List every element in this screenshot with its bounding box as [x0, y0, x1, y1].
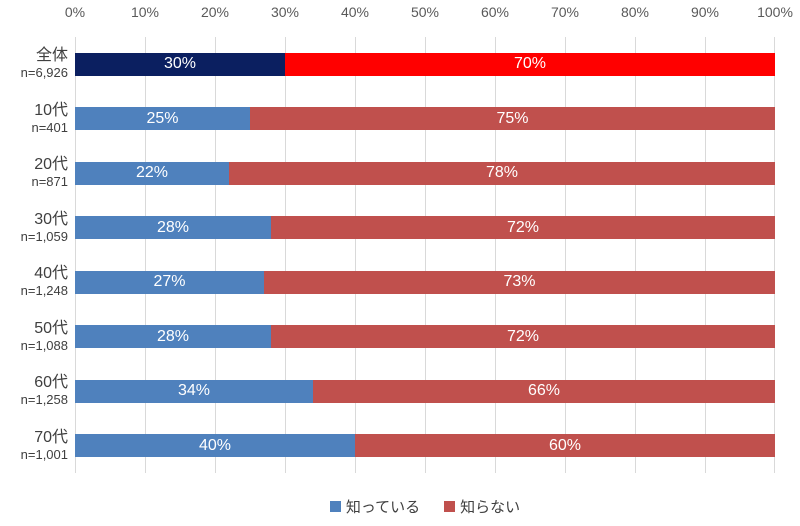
legend-item: 知らない [444, 496, 520, 517]
bar-value-label: 66% [527, 382, 561, 400]
bar-segment-知らない: 78% [229, 161, 775, 185]
category-name: 60代 [34, 374, 68, 392]
bar-segment-知っている: 27% [75, 270, 264, 294]
bar-value-label: 22% [135, 164, 169, 182]
x-tick-label: 0% [64, 4, 86, 20]
bar-segment-知らない: 60% [355, 434, 775, 458]
category-name: 全体 [35, 47, 68, 65]
category-sample-size: n=1,059 [20, 228, 68, 244]
bar-segment-知っている: 30% [75, 52, 285, 76]
category-label-cell: 70代 n=1,001 [0, 429, 75, 463]
bar-value-label: 30% [163, 55, 197, 73]
chart-rows: 全体 n=6,926 30% 70% 10代 n=401 25% 75% 20代 n=871 22%… [0, 37, 800, 473]
bar-value-label: 70% [513, 55, 547, 73]
legend-item: 知っている [329, 496, 421, 517]
legend-label: 知っている [345, 498, 421, 516]
bar-segment-知っている: 25% [75, 107, 250, 131]
bar-track: 40% 60% [75, 434, 775, 458]
bar-segment-知らない: 73% [264, 270, 775, 294]
bar-segment-知っている: 28% [75, 325, 271, 349]
category-sample-size: n=6,926 [20, 65, 68, 81]
chart-row: 20代 n=871 22% 78% [0, 146, 800, 201]
bar-value-label: 72% [506, 327, 540, 345]
category-sample-size: n=1,258 [20, 392, 68, 408]
bar-value-label: 75% [496, 109, 529, 127]
bar-value-label: 28% [156, 327, 190, 345]
x-tick-label: 70% [550, 4, 580, 20]
legend-label: 知らない [460, 498, 521, 516]
bar-value-label: 73% [503, 273, 536, 291]
category-name: 20代 [34, 156, 68, 174]
x-tick-label: 20% [200, 4, 230, 20]
bar-track: 30% 70% [75, 52, 775, 76]
legend-swatch-icon [329, 500, 341, 512]
bar-value-label: 27% [153, 273, 186, 291]
category-name: 70代 [34, 428, 68, 446]
category-sample-size: n=1,248 [20, 283, 68, 299]
bar-value-label: 72% [506, 218, 540, 236]
x-tick-label: 40% [340, 4, 370, 20]
chart-row: 10代 n=401 25% 75% [0, 92, 800, 147]
bar-segment-知っている: 40% [75, 434, 355, 458]
bar-track: 34% 66% [75, 379, 775, 403]
category-name: 50代 [34, 319, 68, 337]
category-label-cell: 30代 n=1,059 [0, 211, 75, 245]
bar-segment-知らない: 72% [271, 325, 775, 349]
chart-row: 70代 n=1,001 40% 60% [0, 419, 800, 474]
chart-row: 全体 n=6,926 30% 70% [0, 37, 800, 92]
x-tick-label: 50% [410, 4, 440, 20]
category-label-cell: 10代 n=401 [0, 102, 75, 136]
x-tick-label: 10% [130, 4, 160, 20]
category-name: 40代 [34, 265, 68, 283]
x-tick-label: 30% [270, 4, 300, 20]
chart-row: 50代 n=1,088 28% 72% [0, 310, 800, 365]
bar-value-label: 25% [146, 109, 179, 127]
category-name: 10代 [34, 101, 68, 119]
bar-segment-知らない: 70% [285, 52, 775, 76]
bar-track: 22% 78% [75, 161, 775, 185]
category-name: 30代 [34, 210, 68, 228]
bar-track: 28% 72% [75, 216, 775, 240]
x-tick-label: 80% [620, 4, 650, 20]
bar-segment-知っている: 34% [75, 379, 313, 403]
bar-segment-知らない: 75% [250, 107, 775, 131]
bar-value-label: 28% [156, 218, 190, 236]
chart-row: 40代 n=1,248 27% 73% [0, 255, 800, 310]
category-sample-size: n=1,001 [20, 446, 68, 462]
bar-value-label: 60% [548, 436, 582, 454]
category-label-cell: 50代 n=1,088 [0, 320, 75, 354]
x-tick-label: 100% [757, 4, 793, 20]
bar-track: 27% 73% [75, 270, 775, 294]
category-label-cell: 60代 n=1,258 [0, 374, 75, 408]
x-axis: 0% 10% 20% 30% 40% 50% 60% 70% 80% 90% 100% [65, 4, 793, 26]
x-tick-label: 60% [480, 4, 510, 20]
chart-row: 30代 n=1,059 28% 72% [0, 201, 800, 256]
legend-swatch-icon [444, 500, 456, 512]
chart-row: 60代 n=1,258 34% 66% [0, 364, 800, 419]
bar-value-label: 78% [485, 164, 519, 182]
bar-segment-知らない: 72% [271, 216, 775, 240]
category-sample-size: n=871 [31, 174, 68, 190]
bar-segment-知らない: 66% [313, 379, 775, 403]
category-sample-size: n=1,088 [20, 337, 68, 353]
category-label-cell: 全体 n=6,926 [0, 47, 75, 81]
category-sample-size: n=401 [31, 119, 68, 135]
x-tick-label: 90% [690, 4, 720, 20]
legend: 知っている 知らない [75, 494, 775, 518]
bar-track: 28% 72% [75, 325, 775, 349]
bar-value-label: 40% [198, 436, 232, 454]
category-label-cell: 40代 n=1,248 [0, 265, 75, 299]
bar-track: 25% 75% [75, 107, 775, 131]
category-label-cell: 20代 n=871 [0, 156, 75, 190]
bar-segment-知っている: 28% [75, 216, 271, 240]
bar-segment-知っている: 22% [75, 161, 229, 185]
bar-value-label: 34% [177, 382, 211, 400]
